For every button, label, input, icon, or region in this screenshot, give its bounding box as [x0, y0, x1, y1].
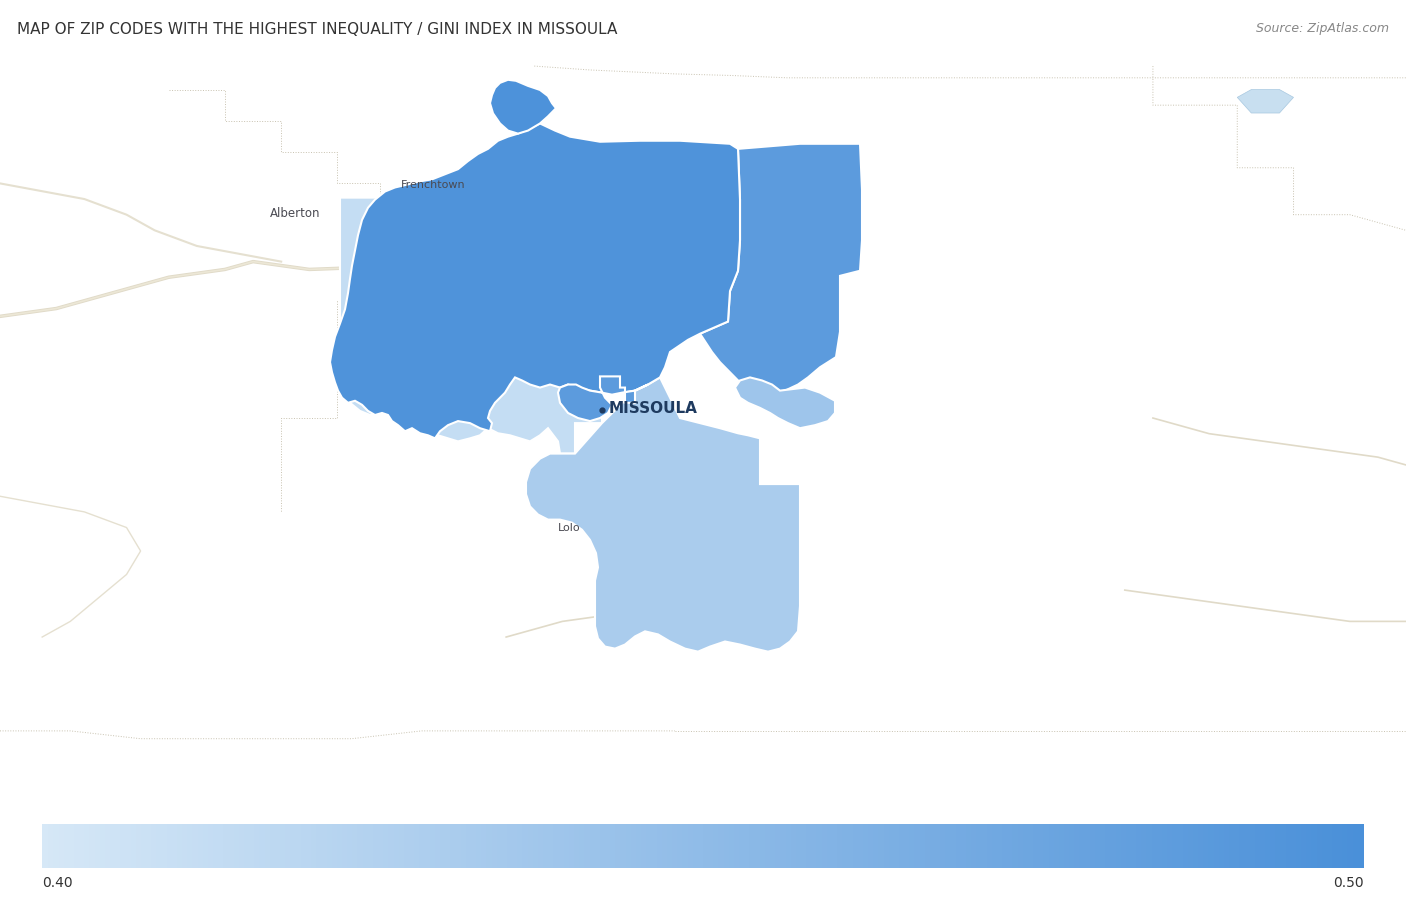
- Text: MAP OF ZIP CODES WITH THE HIGHEST INEQUALITY / GINI INDEX IN MISSOULA: MAP OF ZIP CODES WITH THE HIGHEST INEQUA…: [17, 22, 617, 38]
- Text: Source: ZipAtlas.com: Source: ZipAtlas.com: [1256, 22, 1389, 35]
- Polygon shape: [700, 144, 862, 393]
- Polygon shape: [558, 377, 648, 421]
- Text: 0.40: 0.40: [42, 876, 73, 890]
- Polygon shape: [735, 378, 835, 428]
- Text: Frenchtown: Frenchtown: [401, 180, 465, 190]
- Text: Lolo: Lolo: [558, 522, 581, 532]
- Polygon shape: [330, 123, 740, 439]
- Polygon shape: [491, 80, 555, 134]
- Text: Alberton: Alberton: [270, 207, 321, 219]
- Text: 0.50: 0.50: [1333, 876, 1364, 890]
- Polygon shape: [526, 378, 800, 652]
- Polygon shape: [1237, 90, 1294, 113]
- Text: MISSOULA: MISSOULA: [609, 401, 697, 416]
- Polygon shape: [340, 198, 602, 454]
